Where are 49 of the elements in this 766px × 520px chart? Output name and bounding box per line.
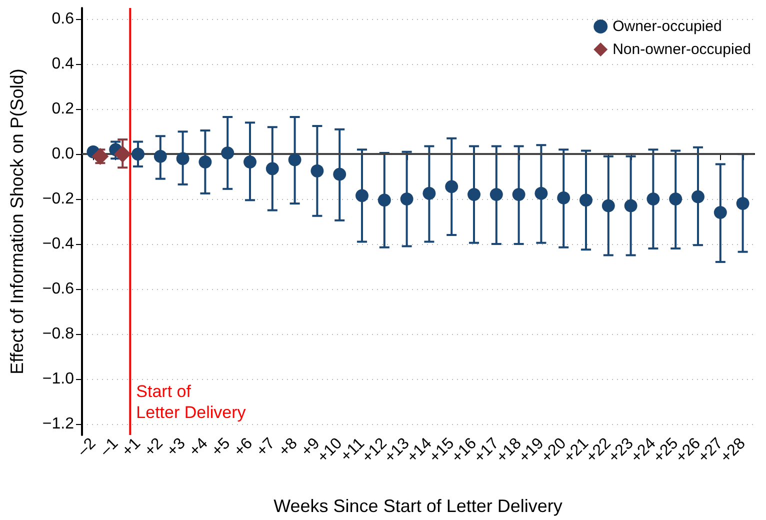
point	[244, 155, 256, 168]
y-tick-label: −1.0	[42, 370, 74, 388]
y-tick-label: 0.0	[52, 146, 74, 163]
point	[422, 186, 436, 200]
point	[646, 192, 660, 206]
x-tick-label: +3	[164, 434, 189, 460]
x-axis-title: Weeks Since Start of Letter Delivery	[274, 496, 562, 516]
point	[490, 188, 503, 202]
point	[557, 191, 570, 204]
x-tick-label: –1	[97, 434, 122, 460]
point	[736, 197, 750, 210]
point	[266, 162, 279, 176]
point	[198, 155, 212, 168]
point	[512, 188, 526, 202]
y-tick-label: −0.8	[42, 325, 74, 342]
point	[378, 194, 391, 207]
legend-label: Owner-occupied	[612, 18, 722, 35]
point	[288, 153, 302, 166]
y-tick-label: −1.2	[42, 415, 74, 432]
y-tick-label: 0.2	[52, 100, 74, 118]
point	[468, 188, 480, 202]
point	[580, 194, 592, 207]
x-tick-label: +5	[208, 434, 234, 460]
x-tick-label: +4	[186, 434, 212, 460]
legend-label: Non-owner-occupied	[612, 41, 751, 58]
point	[356, 189, 368, 202]
ref-line-label: Start of Letter Delivery	[136, 382, 246, 422]
y-tick-label: 0.6	[52, 10, 74, 28]
point	[176, 152, 190, 166]
y-axis-title: Effect of Information Shock on P(Sold)	[7, 68, 27, 374]
point	[333, 168, 346, 181]
point	[669, 192, 682, 206]
point	[602, 199, 615, 212]
point	[154, 150, 167, 163]
y-tick-label: −0.2	[42, 190, 74, 208]
y-tick-label: −0.4	[42, 235, 74, 252]
point	[221, 146, 234, 160]
point	[692, 190, 704, 204]
x-tick-label: –2	[74, 434, 100, 460]
y-tick-label: 0.4	[52, 56, 74, 73]
point	[132, 148, 144, 161]
point	[445, 180, 458, 194]
point	[714, 206, 727, 220]
point	[310, 164, 324, 178]
x-tick-label: +8	[276, 434, 301, 460]
point	[400, 192, 414, 206]
point	[534, 186, 548, 200]
y-tick-label: −0.6	[42, 280, 74, 298]
point	[624, 199, 638, 212]
